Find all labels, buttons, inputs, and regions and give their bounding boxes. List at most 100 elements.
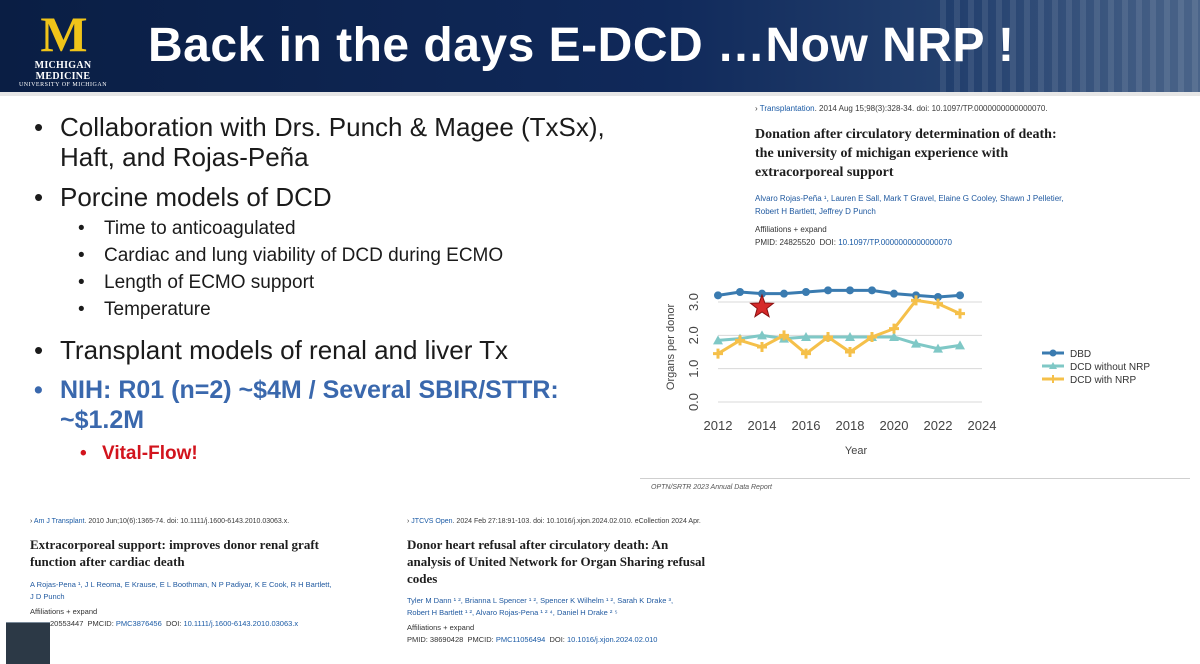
paper-citation-ajt: › Am J Transplant. 2010 Jun;10(6):1365-7… <box>30 518 390 628</box>
data-point <box>933 343 943 353</box>
doi-link[interactable]: 10.1016/j.xjon.2024.02.010 <box>566 635 658 644</box>
organs-per-donor-chart: 0.0 1.0 2.0 3.0 2012 2014 2016 2018 2020 2022 2024… <box>642 280 1190 480</box>
legend-marker <box>1049 349 1057 357</box>
logo-line1: MICHIGAN MEDICINE <box>34 60 92 82</box>
legend-label: DCD with NRP <box>1070 375 1136 386</box>
bullet-dot: • <box>34 335 44 365</box>
data-point <box>801 332 811 341</box>
x-axis-label: Year <box>845 445 868 457</box>
data-point <box>867 332 877 342</box>
bullet-text-cont: ~$1.2M <box>60 406 145 434</box>
data-point <box>735 335 745 346</box>
data-point <box>933 298 943 309</box>
data-point <box>868 286 876 295</box>
y-tick-label: 2.0 <box>686 326 701 344</box>
chart-svg: 0.0 1.0 2.0 3.0 2012 2014 2016 2018 2020 2022 2024… <box>665 286 1150 457</box>
y-tick-label: 0.0 <box>686 393 701 411</box>
paper-ids: PMID: 24825520 DOI: 10.1097/TP.000000000… <box>755 238 952 247</box>
data-point <box>736 288 744 296</box>
sub-bullet: • Length of ECMO support <box>78 272 315 293</box>
data-point <box>889 323 899 334</box>
legend-marker <box>1049 362 1057 369</box>
chart-credit: OPTN/SRTR 2023 Annual Data Report <box>651 484 773 491</box>
data-point <box>713 348 723 359</box>
bullet-text: Collaboration with Drs. Punch & Magee (T… <box>60 112 605 142</box>
x-tick-label: 2018 <box>836 418 865 433</box>
paper-authors[interactable]: Tyler M Dann ¹ ², Brianna L Spencer ¹ ²,… <box>407 596 674 617</box>
sub-bullet: • Cardiac and lung viability of DCD durin… <box>78 245 504 266</box>
michigan-logo: M MICHIGAN MEDICINE UNIVERSITY OF MICHIG… <box>8 6 118 88</box>
data-point <box>779 330 789 341</box>
doi-link[interactable]: 10.1097/TP.0000000000000070 <box>838 238 952 247</box>
data-point <box>757 342 767 352</box>
x-tick-label: 2016 <box>792 418 821 433</box>
bullet-text: Transplant models of renal and liver Tx <box>60 335 508 365</box>
video-thumbnail-corner <box>6 622 50 664</box>
bullet-transplant: • Transplant models of renal and liver T… <box>30 335 640 365</box>
bullet-dot: • <box>34 376 43 404</box>
legend-label: DCD without NRP <box>1070 362 1150 373</box>
header-divider <box>0 92 1200 96</box>
pmcid-link[interactable]: PMC3876456 <box>115 619 162 628</box>
data-point <box>911 295 921 306</box>
paper-title[interactable]: Donation after circulatory determination… <box>755 127 1057 180</box>
sub-bullet: • Temperature <box>78 299 211 320</box>
paper-ids: 20553447 PMCID: PMC3876456 DOI: 10.1111/… <box>50 619 299 628</box>
slide-title: Back in the days E-DCD …Now NRP ! <box>148 19 1015 72</box>
journal-link[interactable]: JTCVS Open <box>411 518 453 525</box>
bullet-text-cont: Haft, and Rojas-Peña <box>60 142 309 172</box>
slide-header: M MICHIGAN MEDICINE UNIVERSITY OF MICHIG… <box>0 0 1200 92</box>
highlight-text: Vital-Flow! <box>102 443 198 464</box>
sub-bullet-highlight: • Vital-Flow! <box>80 443 198 464</box>
paper-title[interactable]: Extracorporeal support: improves donor r… <box>30 537 319 569</box>
bullet-porcine: • Porcine models of DCD <box>30 182 640 212</box>
bullet-dot: • <box>34 182 44 212</box>
paper-title[interactable]: Donor heart refusal after circulatory de… <box>407 537 706 586</box>
y-axis-label: Organs per donor <box>665 304 677 391</box>
x-tick-label: 2022 <box>924 418 953 433</box>
sub-bullet-text: Time to anticoagulated <box>104 218 296 239</box>
paper-source: › Transplantation. 2014 Aug 15;98(3):328… <box>755 104 1048 113</box>
journal-link[interactable]: Am J Transplant <box>33 518 85 525</box>
legend-label: DBD <box>1070 349 1091 360</box>
bullet-collaboration: • Collaboration with Drs. Punch & Magee … <box>30 112 640 172</box>
logo-letter: M <box>40 6 87 62</box>
paper-source: › JTCVS Open. 2024 Feb 27:18:91-103. doi… <box>407 518 701 525</box>
data-point <box>801 348 811 359</box>
data-point <box>846 286 854 295</box>
pmcid-link[interactable]: PMC11056494 <box>495 635 546 644</box>
data-point <box>955 308 965 319</box>
affiliations-expand[interactable]: Affiliations + expand <box>30 607 98 616</box>
data-point <box>934 293 942 301</box>
data-point <box>845 332 855 341</box>
x-tick-label: 2014 <box>748 418 777 433</box>
data-point <box>713 335 723 345</box>
data-point <box>911 338 921 348</box>
data-point <box>824 286 832 295</box>
journal-link[interactable]: Transplantation <box>759 104 815 113</box>
paper-authors[interactable]: A Rojas-Pena ¹, J L Reoma, E Krause, E L… <box>30 580 332 601</box>
paper-source: › Am J Transplant. 2010 Jun;10(6):1365-7… <box>30 518 290 525</box>
doi-link[interactable]: 10.1111/j.1600-6143.2010.03063.x <box>183 619 299 628</box>
bullet-text: Porcine models of DCD <box>60 182 332 212</box>
bullet-list: • Collaboration with Drs. Punch & Magee … <box>30 112 640 467</box>
series-line <box>717 288 961 299</box>
x-tick-label: 2012 <box>704 418 733 433</box>
bullet-dot: • <box>34 112 44 142</box>
sub-bullet-text: Temperature <box>104 299 211 320</box>
data-point <box>845 347 855 357</box>
paper-citation-transplantation: › Transplantation. 2014 Aug 15;98(3):328… <box>755 104 1185 247</box>
sub-bullet-text: Cardiac and lung viability of DCD during… <box>104 245 504 266</box>
data-point <box>890 289 898 298</box>
x-tick-label: 2020 <box>880 418 909 433</box>
affiliations-expand[interactable]: Affiliations + expand <box>755 225 827 234</box>
data-point <box>802 288 810 296</box>
data-point <box>757 330 767 340</box>
y-tick-label: 1.0 <box>686 360 701 378</box>
data-point <box>889 332 899 341</box>
affiliations-expand[interactable]: Affiliations + expand <box>407 623 475 632</box>
data-point <box>780 289 788 298</box>
bullet-nih: • NIH: R01 (n=2) ~$4M / Several SBIR/STT… <box>30 375 640 435</box>
data-point <box>714 291 722 300</box>
paper-authors[interactable]: Alvaro Rojas-Peña ¹, Lauren E Sall, Mark… <box>755 194 1064 216</box>
